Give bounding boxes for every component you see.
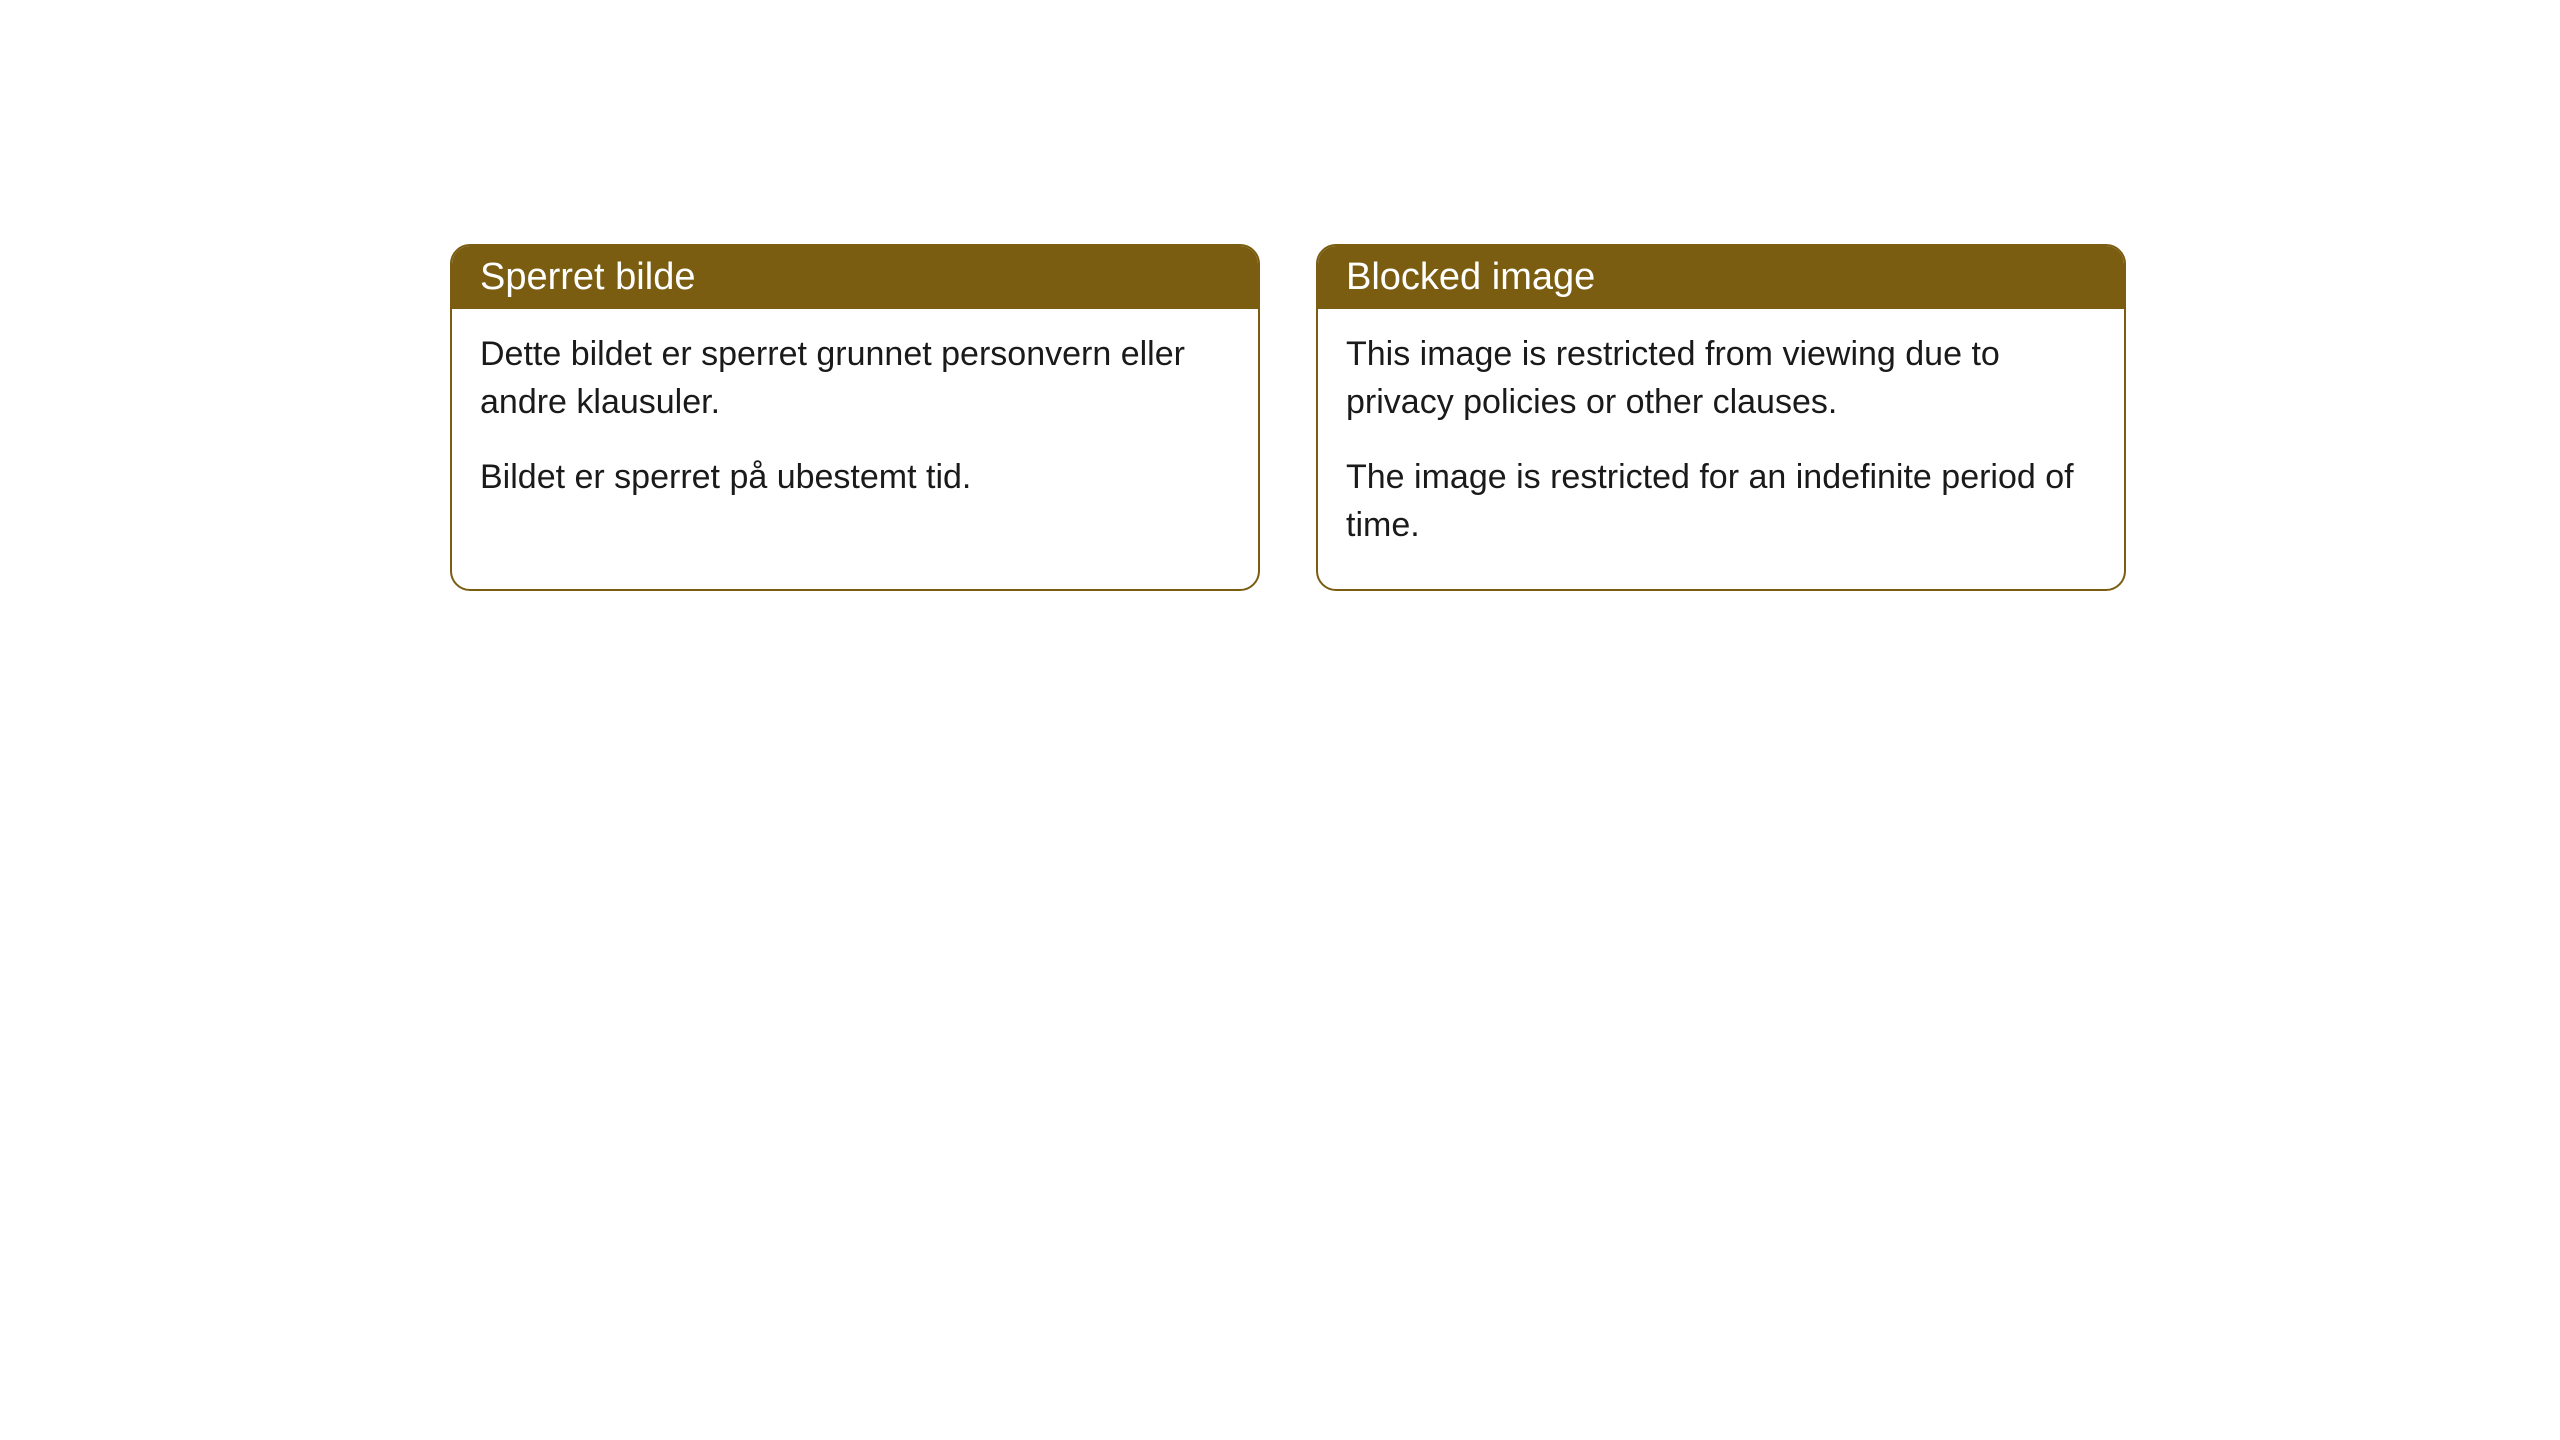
notice-card-english: Blocked image This image is restricted f…	[1316, 244, 2126, 591]
card-paragraph: Bildet er sperret på ubestemt tid.	[480, 454, 1230, 502]
card-title: Sperret bilde	[480, 256, 695, 298]
card-paragraph: Dette bildet er sperret grunnet personve…	[480, 331, 1230, 426]
notice-cards-container: Sperret bilde Dette bildet er sperret gr…	[450, 244, 2126, 591]
card-paragraph: The image is restricted for an indefinit…	[1346, 454, 2096, 549]
notice-card-norwegian: Sperret bilde Dette bildet er sperret gr…	[450, 244, 1260, 591]
card-body: Dette bildet er sperret grunnet personve…	[452, 309, 1258, 542]
card-header: Blocked image	[1318, 246, 2124, 309]
card-title: Blocked image	[1346, 256, 1595, 298]
card-paragraph: This image is restricted from viewing du…	[1346, 331, 2096, 426]
card-header: Sperret bilde	[452, 246, 1258, 309]
card-body: This image is restricted from viewing du…	[1318, 309, 2124, 589]
